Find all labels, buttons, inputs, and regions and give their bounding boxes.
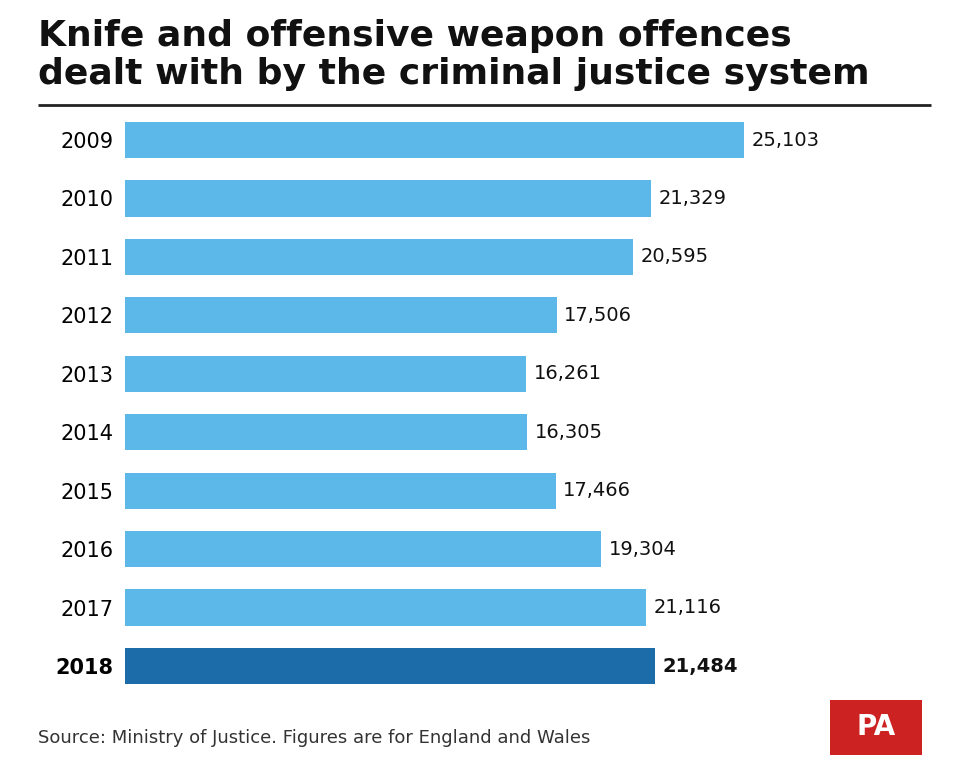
Bar xyxy=(125,590,646,626)
Text: 17,506: 17,506 xyxy=(564,306,633,325)
Bar xyxy=(125,297,557,333)
Bar xyxy=(125,414,527,450)
Text: 21,329: 21,329 xyxy=(659,189,727,208)
Bar xyxy=(125,239,634,275)
Text: 19,304: 19,304 xyxy=(609,539,677,558)
Bar xyxy=(125,122,745,158)
Bar xyxy=(125,531,601,567)
Text: 21,484: 21,484 xyxy=(662,656,738,675)
Text: 25,103: 25,103 xyxy=(752,131,820,150)
Text: 16,261: 16,261 xyxy=(534,364,602,384)
Text: 17,466: 17,466 xyxy=(564,481,632,500)
Bar xyxy=(125,648,655,684)
Bar xyxy=(125,473,556,509)
Text: 21,116: 21,116 xyxy=(654,598,722,617)
Text: Knife and offensive weapon offences
dealt with by the criminal justice system: Knife and offensive weapon offences deal… xyxy=(38,19,870,91)
Text: 20,595: 20,595 xyxy=(640,248,708,267)
Text: 16,305: 16,305 xyxy=(535,422,603,442)
Text: Source: Ministry of Justice. Figures are for England and Wales: Source: Ministry of Justice. Figures are… xyxy=(38,729,590,747)
Bar xyxy=(125,356,526,392)
Text: PA: PA xyxy=(856,714,896,741)
Bar xyxy=(125,180,651,216)
